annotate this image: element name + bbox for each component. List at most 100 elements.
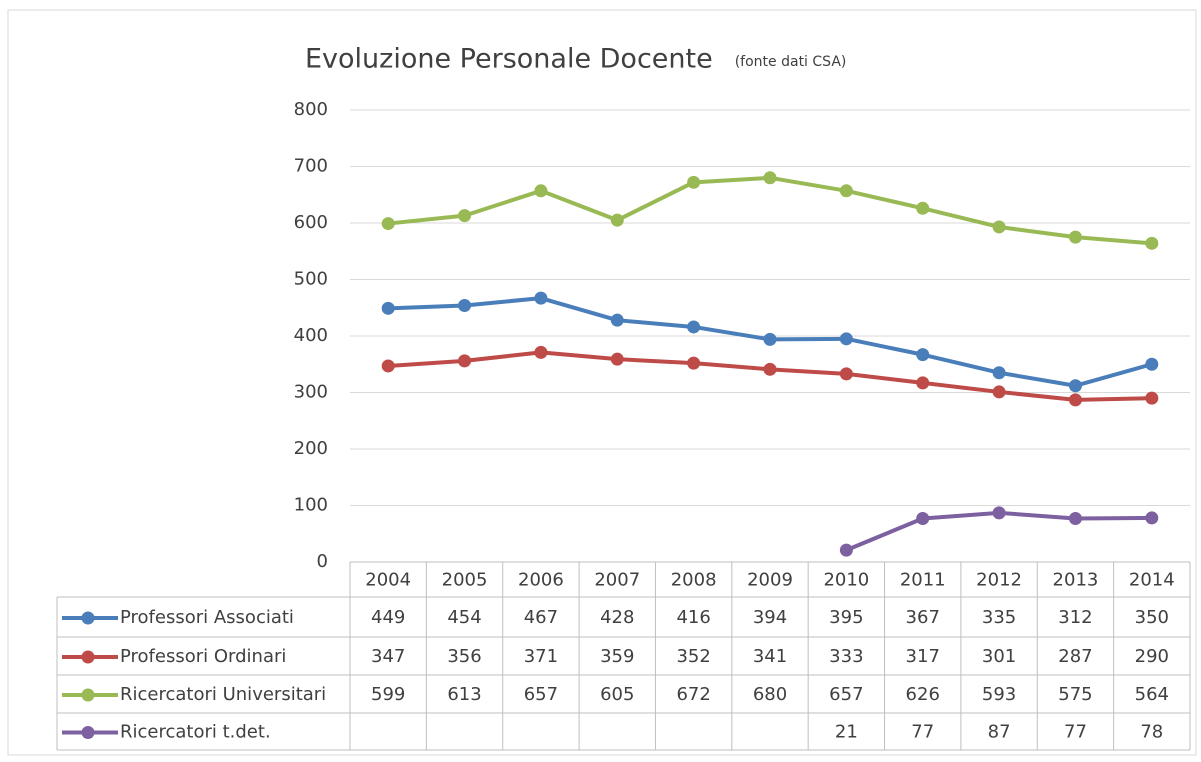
y-tick-label: 500 bbox=[294, 269, 328, 290]
chart-frame bbox=[7, 9, 1197, 756]
table-value: 87 bbox=[988, 722, 1011, 743]
table-value: 605 bbox=[600, 684, 634, 705]
data-point bbox=[992, 366, 1006, 380]
data-point bbox=[381, 301, 395, 315]
data-point bbox=[763, 332, 777, 346]
data-point bbox=[1068, 379, 1082, 393]
table-value: 77 bbox=[1064, 722, 1087, 743]
x-tick-label: 2007 bbox=[594, 570, 640, 591]
table-value: 454 bbox=[447, 607, 481, 628]
legend-label: Professori Ordinari bbox=[120, 646, 286, 667]
data-point bbox=[763, 171, 777, 185]
data-point bbox=[1145, 236, 1159, 250]
table-value: 359 bbox=[600, 646, 634, 667]
data-point bbox=[610, 313, 624, 327]
data-point bbox=[381, 359, 395, 373]
x-tick-label: 2013 bbox=[1053, 570, 1099, 591]
table-value: 428 bbox=[600, 607, 634, 628]
data-point bbox=[839, 367, 853, 381]
data-point bbox=[839, 184, 853, 198]
x-tick-label: 2004 bbox=[365, 570, 411, 591]
legend-marker bbox=[81, 650, 95, 664]
data-point bbox=[916, 511, 930, 525]
y-tick-label: 300 bbox=[294, 382, 328, 403]
data-point bbox=[610, 352, 624, 366]
data-point bbox=[1068, 230, 1082, 244]
table-value: 467 bbox=[524, 607, 558, 628]
x-tick-label: 2005 bbox=[442, 570, 488, 591]
y-tick-label: 600 bbox=[294, 212, 328, 233]
data-point bbox=[1145, 511, 1159, 525]
data-point bbox=[458, 354, 472, 368]
table-value: 287 bbox=[1058, 646, 1092, 667]
table-value: 599 bbox=[371, 684, 405, 705]
data-point bbox=[839, 332, 853, 346]
table-value: 613 bbox=[447, 684, 481, 705]
data-point bbox=[1068, 393, 1082, 407]
table-value: 657 bbox=[524, 684, 558, 705]
data-point bbox=[534, 345, 548, 359]
x-tick-label: 2010 bbox=[823, 570, 869, 591]
table-value: 626 bbox=[906, 684, 940, 705]
table-value: 657 bbox=[829, 684, 863, 705]
table-value: 312 bbox=[1058, 607, 1092, 628]
data-point bbox=[458, 209, 472, 223]
data-point bbox=[1145, 391, 1159, 405]
data-point bbox=[992, 220, 1006, 234]
chart-title: Evoluzione Personale Docente bbox=[305, 44, 713, 75]
data-point bbox=[534, 291, 548, 305]
y-tick-label: 400 bbox=[294, 325, 328, 346]
data-point bbox=[992, 506, 1006, 520]
data-point bbox=[916, 348, 930, 362]
y-tick-label: 0 bbox=[317, 551, 328, 572]
data-point bbox=[534, 184, 548, 198]
y-tick-label: 100 bbox=[294, 495, 328, 516]
data-point bbox=[687, 175, 701, 189]
y-tick-label: 200 bbox=[294, 438, 328, 459]
table-value: 449 bbox=[371, 607, 405, 628]
table-value: 394 bbox=[753, 607, 787, 628]
data-point bbox=[839, 543, 853, 557]
table-value: 317 bbox=[906, 646, 940, 667]
legend-marker bbox=[81, 726, 95, 739]
data-point bbox=[458, 298, 472, 312]
table-value: 371 bbox=[524, 646, 558, 667]
data-point bbox=[381, 217, 395, 231]
table-value: 77 bbox=[911, 722, 934, 743]
x-tick-label: 2012 bbox=[976, 570, 1022, 591]
table-value: 367 bbox=[906, 607, 940, 628]
table-value: 341 bbox=[753, 646, 787, 667]
data-point bbox=[916, 201, 930, 215]
data-point bbox=[916, 376, 930, 390]
x-tick-label: 2011 bbox=[900, 570, 946, 591]
table-value: 680 bbox=[753, 684, 787, 705]
x-tick-label: 2014 bbox=[1129, 570, 1175, 591]
table-value: 593 bbox=[982, 684, 1016, 705]
table-value: 333 bbox=[829, 646, 863, 667]
table-value: 78 bbox=[1140, 722, 1163, 743]
table-value: 347 bbox=[371, 646, 405, 667]
legend-label: Ricercatori Universitari bbox=[120, 684, 326, 705]
y-tick-label: 800 bbox=[294, 99, 328, 120]
legend-label: Ricercatori t.det. bbox=[120, 722, 271, 743]
table-value: 575 bbox=[1058, 684, 1092, 705]
legend-label: Professori Associati bbox=[120, 607, 294, 628]
table-value: 350 bbox=[1135, 607, 1169, 628]
table-value: 416 bbox=[676, 607, 710, 628]
data-point bbox=[610, 213, 624, 227]
legend-marker bbox=[81, 611, 95, 625]
table-value: 356 bbox=[447, 646, 481, 667]
table-value: 564 bbox=[1135, 684, 1169, 705]
y-tick-label: 700 bbox=[294, 156, 328, 177]
data-point bbox=[687, 320, 701, 334]
data-point bbox=[763, 362, 777, 376]
data-point bbox=[992, 385, 1006, 399]
table-value: 290 bbox=[1135, 646, 1169, 667]
table-value: 301 bbox=[982, 646, 1016, 667]
table-value: 21 bbox=[835, 722, 858, 743]
table-value: 352 bbox=[676, 646, 710, 667]
x-tick-label: 2008 bbox=[671, 570, 717, 591]
chart-subtitle: (fonte dati CSA) bbox=[735, 54, 847, 70]
table-value: 335 bbox=[982, 607, 1016, 628]
